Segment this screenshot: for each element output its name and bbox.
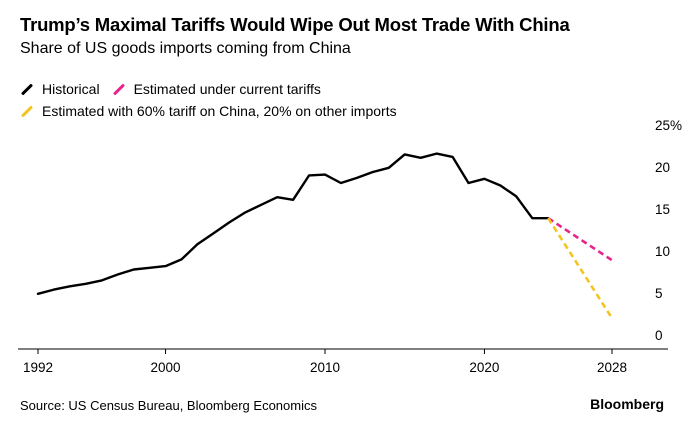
- y-tick-label: 5: [655, 286, 663, 301]
- y-tick-label: 25%: [655, 118, 682, 133]
- x-tick-label: 2000: [151, 360, 181, 375]
- legend-label-current-tariffs: Estimated under current tariffs: [133, 81, 321, 97]
- legend-item-historical: Historical: [20, 81, 100, 97]
- chart-subtitle: Share of US goods imports coming from Ch…: [20, 40, 351, 57]
- legend-label-maximal-tariffs: Estimated with 60% tariff on China, 20% …: [42, 103, 397, 119]
- chart-title: Trump’s Maximal Tariffs Would Wipe Out M…: [20, 14, 570, 35]
- legend-item-maximal-tariffs: Estimated with 60% tariff on China, 20% …: [20, 103, 397, 119]
- series-line-0: [36, 152, 550, 295]
- x-tick-label: 1992: [23, 360, 53, 375]
- series-line-2: [547, 217, 614, 319]
- y-tick-label: 15: [655, 202, 670, 217]
- x-tick-label: 2010: [310, 360, 340, 375]
- series-line-1: [547, 217, 613, 262]
- x-tick-label: 2028: [597, 360, 627, 375]
- source-note: Source: US Census Bureau, Bloomberg Econ…: [20, 398, 317, 413]
- y-tick-label: 10: [655, 244, 670, 259]
- bloomberg-logo: Bloomberg: [590, 396, 664, 412]
- legend: Historical Estimated under current tarif…: [20, 78, 409, 122]
- y-tick-label: 0: [655, 328, 663, 343]
- legend-label-historical: Historical: [42, 81, 100, 97]
- y-tick-label: 20: [655, 160, 670, 175]
- x-tick-label: 2020: [469, 360, 499, 375]
- legend-item-current-tariffs: Estimated under current tariffs: [112, 81, 321, 97]
